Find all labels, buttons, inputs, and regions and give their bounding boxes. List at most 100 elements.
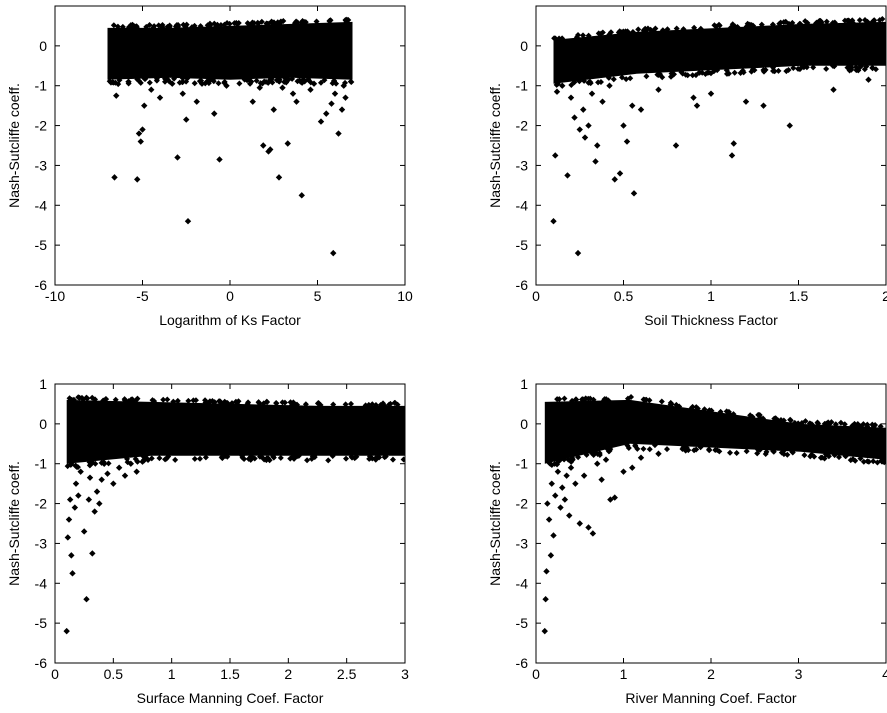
data-point [553,460,560,467]
cloud-edge-points [106,16,355,88]
data-point [547,460,554,467]
data-point [172,456,179,463]
data-point [330,401,337,408]
data-point [876,17,883,24]
scatter-points [541,450,662,635]
data-point [139,458,146,465]
subplot-2: 0 0.5 1 1.5 2 -6 -5 -4 -3 -2 -1 0 Soil Thickness Fac… [487,5,887,328]
data-point [268,18,275,25]
data-point [115,464,123,471]
data-point [669,71,676,78]
data-point [151,398,158,405]
data-point [576,520,583,527]
cloud-edge-points [64,394,405,471]
data-point [877,423,884,430]
data-point [277,454,284,461]
y-tick-label: -2 [516,118,529,134]
data-point [596,450,603,457]
data-point [557,504,564,511]
data-point [193,98,200,105]
data-point [84,395,91,402]
data-point [369,401,376,408]
data-point [330,249,337,257]
data-point [92,396,99,403]
data-point [216,156,223,163]
data-point [202,397,209,404]
data-point [587,78,594,85]
y-tick-label: -1 [516,78,529,94]
data-point [643,73,650,80]
data-point [594,142,601,149]
data-point [191,80,198,87]
data-point [563,472,570,479]
data-point [611,494,618,501]
data-point [728,152,736,159]
data-point [872,421,879,428]
data-point [566,512,573,519]
data-point [620,122,627,129]
data-point [276,78,283,85]
data-point [823,65,830,72]
data-point [727,449,734,456]
data-point [174,397,181,404]
data-point [550,218,557,225]
data-point [211,110,218,117]
data-point [552,152,559,159]
data-point [688,404,695,411]
data-point [294,453,301,460]
data-point [132,455,139,462]
data-point [830,86,837,93]
data-point [689,72,696,79]
data-point [770,447,777,454]
data-point [215,80,222,87]
data-point [554,468,562,475]
data-point [623,138,631,145]
data-point [260,142,267,149]
data-point [92,460,99,467]
data-point [210,78,217,85]
data-point [762,451,769,458]
data-point [578,396,585,403]
data-point [253,77,260,84]
data-point [559,484,566,491]
data-point [244,76,251,83]
data-point [86,459,93,466]
data-point [289,453,296,460]
data-point [849,17,856,24]
dense-data-cloud [553,21,886,84]
y-tick-label: -5 [516,615,529,631]
data-point [184,218,192,225]
data-point [725,70,732,77]
data-point [93,488,101,495]
data-point [179,75,186,82]
data-point [104,470,111,477]
data-point [864,18,871,25]
y-tick-label: -4 [35,575,48,591]
data-point [574,249,582,257]
data-point [314,400,321,407]
y-tick-label: 1 [39,376,47,392]
data-point [325,457,332,464]
scatter-points [63,458,146,635]
data-point [732,23,739,30]
x-tick-label: 1 [168,666,176,682]
y-tick-label: -4 [516,197,529,213]
data-point [831,452,838,459]
data-point [347,78,354,85]
data-point [391,399,398,406]
data-point [548,480,555,487]
data-point [594,460,601,467]
data-point [302,401,309,408]
data-point [141,75,148,82]
x-tick-label: 1.5 [220,666,240,682]
data-point [802,418,809,425]
data-point [784,451,791,458]
data-point [127,460,135,467]
data-point [196,455,203,462]
data-point [170,398,177,405]
data-point [204,22,211,29]
data-point [317,79,324,86]
data-point [573,396,580,403]
x-axis-label: Soil Thickness Factor [644,312,778,328]
data-point [762,66,769,73]
